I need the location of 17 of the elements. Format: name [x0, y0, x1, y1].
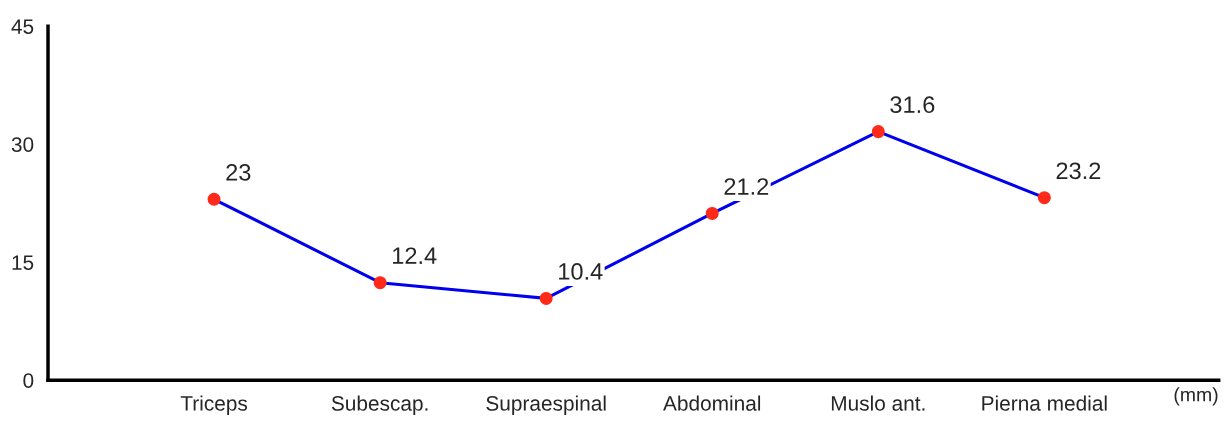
- text: (mm): [1174, 387, 1218, 406]
- x-tick-label: Pierna medial: [982, 395, 1107, 411]
- y-tick-label: 30: [11, 137, 34, 152]
- data-label: 21.2: [724, 178, 769, 195]
- x-tick-label: Supraespinal: [486, 395, 606, 415]
- x-tick-label: Abdominal: [663, 395, 761, 411]
- x-tick-label: Muslo ant.: [831, 395, 925, 411]
- y-tick-label: 0: [23, 373, 34, 388]
- x-tick-label: Subescap.: [331, 395, 428, 415]
- data-label: 23: [226, 164, 251, 181]
- x-tick-label: Triceps: [180, 395, 248, 415]
- data-label: 23.2: [1056, 162, 1101, 180]
- data-label: 10.4: [559, 263, 603, 280]
- data-label: 12.4: [393, 247, 437, 264]
- y-tick-label: 45: [11, 19, 34, 34]
- data-label: 31.6: [890, 96, 935, 114]
- y-tick-label: 15: [12, 255, 34, 270]
